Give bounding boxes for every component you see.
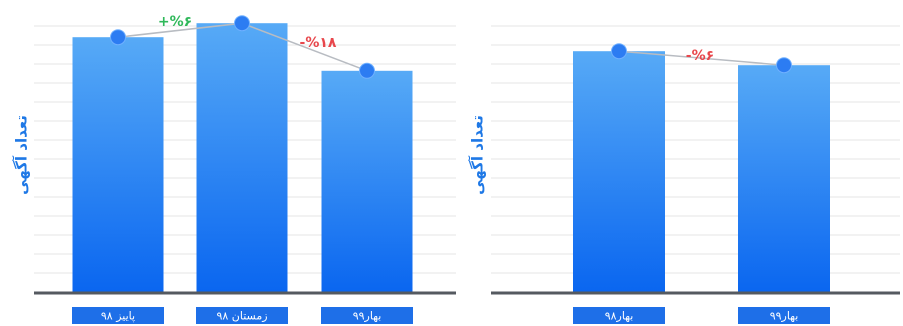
category-label: پاییز ۹۸ bbox=[101, 310, 135, 323]
category-label-box bbox=[573, 307, 665, 324]
data-point bbox=[234, 15, 250, 32]
data-point bbox=[359, 62, 375, 79]
category-label: زمستان ۹۸ bbox=[216, 310, 267, 323]
category-label: بهار۹۹ bbox=[353, 310, 382, 323]
data-point bbox=[110, 29, 126, 46]
trend-line bbox=[618, 50, 785, 66]
chart-left: تعداد آگهی +%۶ -%۱۸ پاییز ۹۸ زمستان ۹۸ بهار۹۹ bbox=[13, 14, 456, 324]
change-label: +%۶ bbox=[158, 14, 192, 30]
category-label: بهار۹۹ bbox=[770, 310, 799, 323]
change-label: -%۶ bbox=[686, 48, 714, 64]
category-label-box bbox=[738, 307, 830, 324]
category-label-box bbox=[72, 307, 164, 324]
bar bbox=[72, 37, 164, 293]
category-label: بهار۹۸ bbox=[605, 310, 634, 323]
category-label-box bbox=[321, 307, 413, 324]
y-axis-title: تعداد آگهی bbox=[13, 115, 31, 195]
bar bbox=[738, 65, 830, 292]
y-axis-title: تعداد آگهی bbox=[469, 115, 487, 195]
bar bbox=[196, 23, 288, 292]
category-label-box bbox=[196, 307, 288, 324]
change-label: -%۱۸ bbox=[300, 35, 337, 51]
data-point bbox=[776, 57, 792, 74]
bar bbox=[573, 51, 665, 293]
bar bbox=[321, 70, 413, 292]
data-point bbox=[611, 43, 627, 60]
chart-right: تعداد آگهی -%۶ بهار۹۸ بهار۹۹ bbox=[469, 25, 900, 324]
